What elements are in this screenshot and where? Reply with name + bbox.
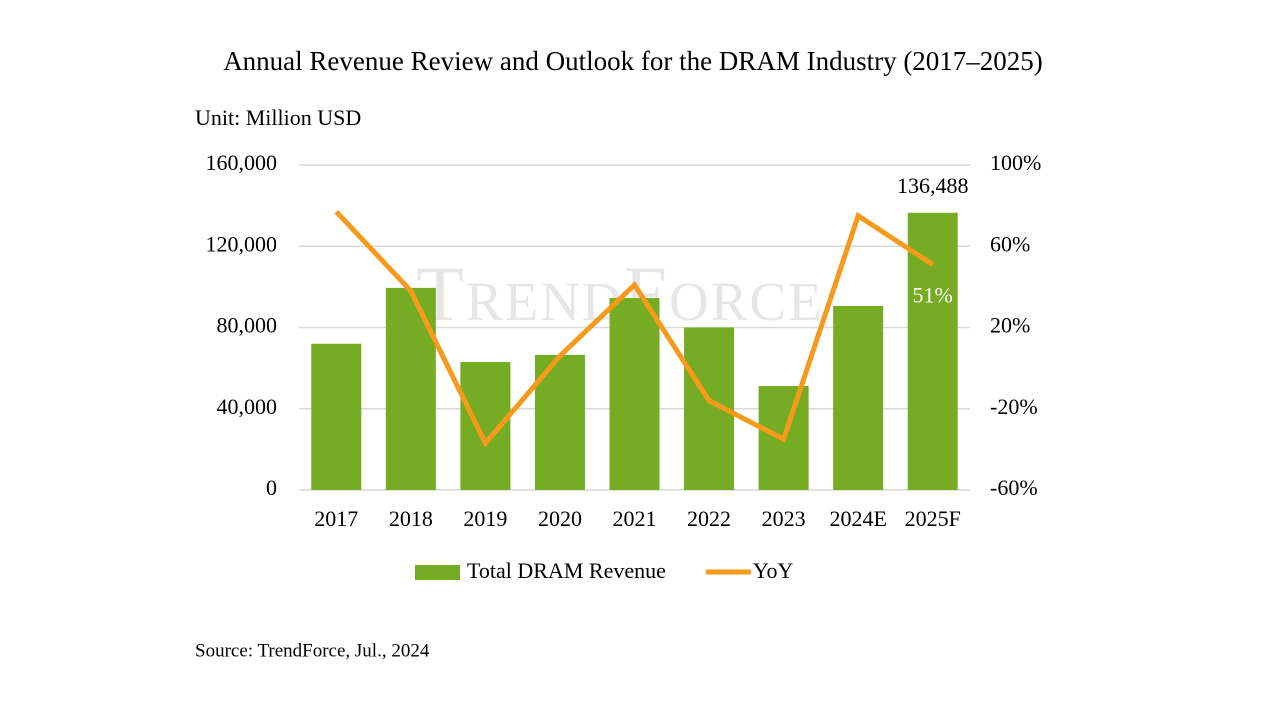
x-tick-label: 2017 (314, 506, 358, 531)
x-tick-label: 2024E (829, 506, 886, 531)
y2-tick-label: 20% (990, 313, 1030, 338)
chart-title: Annual Revenue Review and Outlook for th… (223, 46, 1043, 76)
line (334, 210, 935, 448)
x-tick-label: 2020 (538, 506, 582, 531)
data-label: 51% (913, 283, 953, 308)
x-tick-label: 2025F (905, 506, 961, 531)
x-tick-label: 2023 (762, 506, 806, 531)
y-tick-label: 120,000 (206, 231, 278, 256)
y-tick-label: 40,000 (217, 394, 278, 419)
y2-tick-label: 60% (990, 231, 1030, 256)
chart-subtitle: Unit: Million USD (195, 105, 361, 130)
bar (311, 343, 362, 490)
y2-tick-label: -20% (990, 394, 1038, 419)
y2-tick-label: -60% (990, 475, 1038, 500)
legend-swatch (415, 565, 460, 580)
legend-label: YoY (753, 558, 794, 583)
bar (609, 298, 660, 490)
y-tick-label: 0 (266, 475, 277, 500)
legend-label: Total DRAM Revenue (467, 558, 666, 583)
x-tick-label: 2022 (687, 506, 731, 531)
y-tick-label: 160,000 (206, 150, 278, 175)
x-tick-label: 2019 (463, 506, 507, 531)
x-tick-label: 2021 (613, 506, 657, 531)
bar (907, 212, 958, 491)
bar (385, 287, 436, 490)
x-tick-label: 2018 (389, 506, 433, 531)
y-tick-label: 80,000 (217, 313, 278, 338)
data-label: 136,488 (897, 173, 969, 198)
y2-tick-label: 100% (990, 150, 1041, 175)
bar (833, 305, 884, 490)
source: Source: TrendForce, Jul., 2024 (195, 640, 430, 661)
